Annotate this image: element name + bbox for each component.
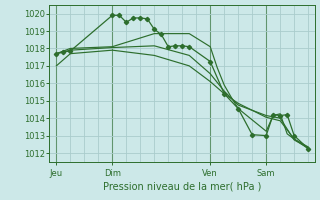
X-axis label: Pression niveau de la mer( hPa ): Pression niveau de la mer( hPa ) (103, 181, 261, 191)
